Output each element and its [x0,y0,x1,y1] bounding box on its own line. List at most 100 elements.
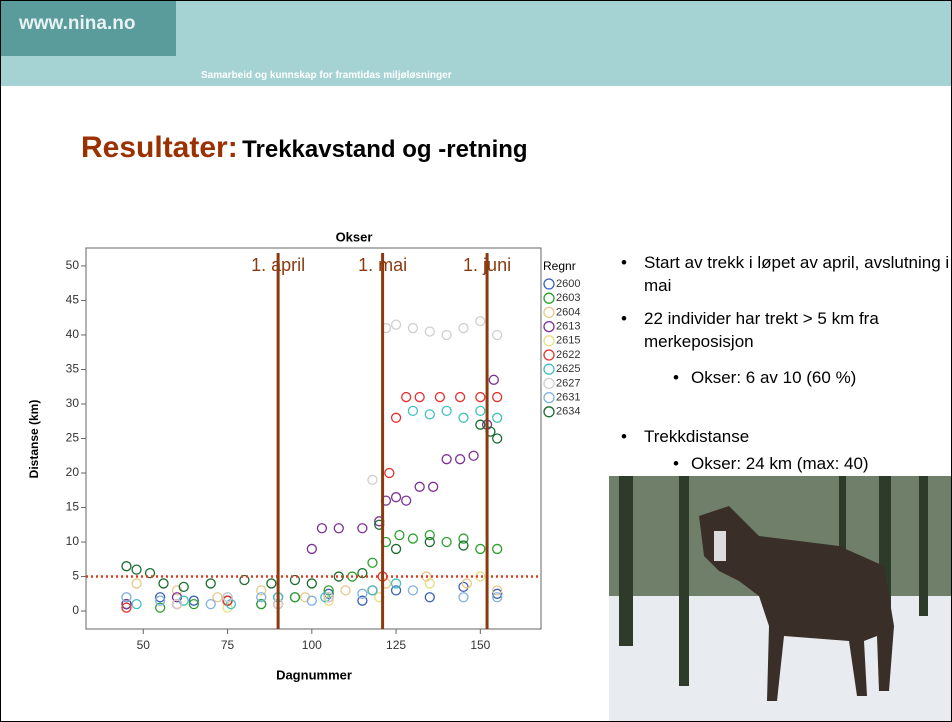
legend-label: 2631 [556,392,580,404]
bullet-text: Okser: 6 av 10 (60 %) [691,368,857,387]
legend-label: 2613 [556,321,580,333]
x-tick-label: 150 [470,638,490,652]
legend-label: 2622 [556,349,580,361]
legend-label: 2603 [556,292,580,304]
header-logo-box [1,1,176,56]
point [424,592,435,603]
point [394,529,405,541]
point [333,571,344,582]
point [475,316,486,327]
bullet-dot: • [673,454,679,473]
legend-marker [543,278,555,290]
point [492,543,503,555]
point [158,578,169,589]
bullet: • Start av trekk i løpet av april, avslut… [621,251,951,297]
point [441,329,452,341]
point [492,585,503,596]
point [390,585,402,596]
point [357,588,368,599]
y-tick-label: 35 [66,362,80,376]
point [306,543,317,555]
point [390,412,402,423]
x-tick-label: 125 [386,638,406,652]
legend-marker [543,335,555,347]
point [212,592,223,603]
legend-marker [543,320,555,333]
moose-photo [609,476,951,721]
point [468,450,479,461]
y-axis-label: Distanse (km) [27,400,41,479]
y-tick-label: 0 [72,603,79,617]
point [357,595,368,606]
point [367,585,378,596]
point [390,492,402,503]
bullet: • 22 individer har trekt > 5 km fra merke… [621,307,951,353]
point [333,523,344,534]
x-tick-label: 75 [221,638,235,652]
point [121,561,132,572]
point [131,578,142,589]
x-axis-label: Dagnummer [276,667,352,682]
point [492,329,503,341]
point [424,578,435,589]
point [323,595,334,606]
point [441,536,452,548]
bullet-text: Start av trekk i løpet av april, avslutn… [644,253,950,295]
point [390,543,402,555]
point [205,599,216,610]
bullet-dot: • [621,309,627,328]
point [323,588,334,599]
point [222,595,233,606]
point [401,391,412,403]
legend-marker [543,292,555,304]
title-lead: Resultater: [81,131,238,164]
point [407,405,419,417]
point [475,571,486,582]
point [367,474,378,486]
point [239,574,250,586]
point [256,592,267,603]
tagline: Samarbeid og kunnskap for framtidas milj… [201,70,452,81]
bullet-dot: • [621,253,627,272]
bullet: • Okser: 24 km (max: 40) [673,452,951,475]
point [320,592,331,603]
point [256,599,267,610]
legend-label: 2615 [556,335,580,347]
point [492,433,503,444]
point [461,578,473,589]
point [488,374,499,385]
point [458,540,469,551]
point [441,454,452,465]
point [414,481,425,492]
point [427,481,439,492]
legend-marker [543,391,555,404]
point [306,578,317,589]
bullet-text: Trekkdistanse [644,427,750,446]
point [384,467,395,479]
point [407,585,419,596]
point [178,581,189,593]
point [222,602,233,613]
chart-title: Okser [336,229,373,244]
slide-title: Resultater: Trekkavstand og -retning [81,131,528,165]
legend-marker [543,306,555,319]
point [458,592,469,603]
y-tick-label: 45 [66,293,80,307]
point [407,533,419,544]
point [454,454,466,465]
legend-label: 2604 [556,306,580,318]
point [131,564,142,575]
legend-marker [543,363,555,375]
point [188,595,200,606]
bullet-dot: • [673,368,679,387]
point [222,592,233,603]
y-tick-label: 10 [66,534,80,548]
y-tick-label: 40 [66,327,80,341]
point [316,523,328,534]
y-tick-label: 30 [66,396,80,410]
point [289,574,301,586]
legend-marker [543,349,555,361]
point [289,592,301,603]
